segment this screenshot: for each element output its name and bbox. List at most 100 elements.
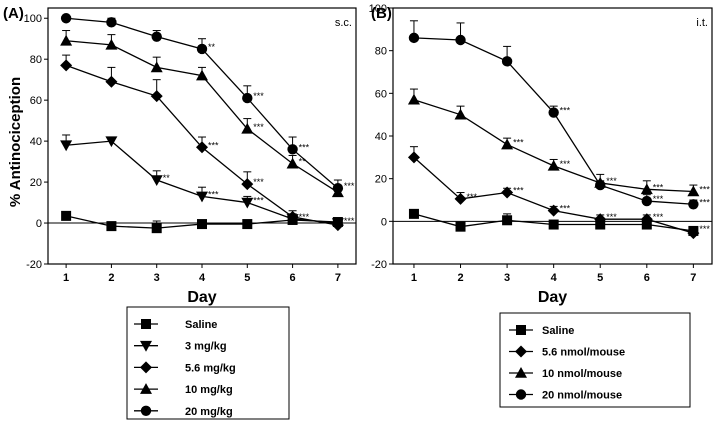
significance-label: *** [699,184,710,194]
x-tick-label: 1 [411,272,417,284]
legend-label: 3 mg/kg [185,341,227,353]
legend-marker [140,361,152,374]
data-point [594,213,607,226]
legend-label: 5.6 nmol/mouse [542,347,625,359]
data-point [641,195,653,207]
significance-label: *** [560,204,571,214]
legend-item: 10 nmol/mouse [509,367,622,380]
data-point [105,38,118,50]
significance-label: *** [560,106,571,116]
legend-marker [516,325,526,335]
significance-label: ** [163,173,171,183]
significance-label: *** [344,181,355,191]
data-point [454,108,467,120]
x-axis-title: Day [187,289,216,306]
legend-item: 5.6 mg/kg [134,361,236,374]
x-tick-label: 7 [335,272,341,284]
legend-box [499,312,691,408]
legend-item: 3 mg/kg [134,341,227,353]
y-tick-label: 0 [381,216,387,228]
data-point [286,157,299,169]
chart-panel-2: -20 0 20 40 60 80 100 1 2 3 4 5 6 7 Day (B) i.t. *** *** **… [369,3,713,408]
legend: Saline 5.6 nmol/mouse 10 nmol/mouse 20 nmol… [499,312,691,408]
significance-label: *** [653,212,664,222]
legend-box [126,306,290,420]
significance-label: ** [299,157,307,167]
y-tick-label: 100 [369,3,387,15]
data-point [242,219,253,230]
significance-label: *** [208,140,219,150]
data-point [196,43,208,55]
y-tick-label: -20 [371,259,387,271]
data-point [196,141,208,154]
legend-marker [141,319,151,329]
significance-label: *** [560,159,571,169]
data-point [60,34,73,46]
significance-label: *** [208,189,219,199]
x-tick-label: 4 [551,272,558,284]
data-point [106,17,117,28]
legend-marker [140,405,152,416]
legend-item: 20 nmol/mouse [509,389,622,402]
significance-label: *** [606,212,617,222]
x-tick-label: 5 [597,272,603,284]
data-point [241,122,254,134]
data-point [640,183,653,195]
legend-marker [140,340,152,352]
data-point [151,223,162,234]
x-axis-title: Day [538,289,567,306]
legend-label: 5.6 mg/kg [185,362,236,374]
data-point [501,138,514,150]
data-point [548,107,559,118]
data-point [408,208,419,219]
data-point [501,56,513,67]
series-10-mg-kg [60,30,344,198]
panel-label: (B) [371,5,392,22]
data-point [407,151,420,164]
legend-item: 10 mg/kg [134,383,233,396]
significance-label: *** [606,176,617,186]
data-point [60,140,73,152]
legend-label: Saline [542,325,574,337]
significance-label: *** [513,138,524,148]
y-tick-label: 100 [24,13,42,25]
legend-label: Saline [185,319,217,331]
data-point [287,144,298,155]
legend-marker [515,389,527,400]
legend-label: 10 mg/kg [185,384,233,396]
data-point [242,92,253,104]
y-tick-label: 80 [30,54,42,66]
legend: Saline 3 mg/kg 5.6 mg/kg 10 mg/kg 20 mg/kg [126,306,290,420]
data-point [150,61,163,73]
series-line [66,40,339,193]
x-tick-label: 2 [108,272,114,284]
data-point [687,185,700,197]
data-point [197,219,207,230]
x-tick-label: 6 [290,272,296,284]
data-point [408,32,420,44]
data-point [196,69,208,81]
y-tick-label: 60 [30,95,42,107]
y-axis-title: % Antinociception [7,77,24,207]
data-point [455,34,466,46]
y-tick-label: 20 [30,177,42,189]
data-point [640,213,653,226]
significance-label: *** [344,216,355,226]
significance-label: *** [253,122,264,132]
x-tick-label: 7 [690,272,696,284]
y-tick-label: -20 [26,259,42,271]
data-point [595,179,606,191]
data-point [547,204,560,217]
legend-item: Saline [509,325,574,337]
significance-label: *** [699,197,710,207]
significance-label: ** [208,42,216,52]
data-point [150,175,163,187]
significance-label: *** [253,196,264,206]
y-tick-label: 40 [30,136,42,148]
data-point [688,199,699,210]
x-tick-label: 5 [244,272,250,284]
y-tick-label: 0 [36,218,42,230]
data-point [687,227,700,240]
significance-label: *** [653,194,664,204]
